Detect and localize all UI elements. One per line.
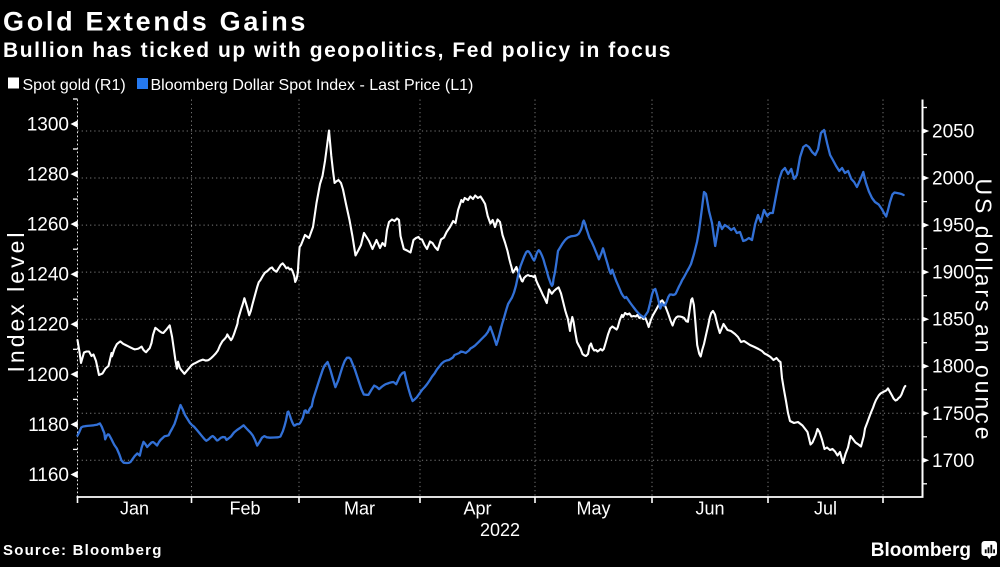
svg-text:Spot gold (R1): Spot gold (R1) <box>23 77 126 94</box>
svg-text:Bullion has ticked up with geo: Bullion has ticked up with geopolitics, … <box>3 39 672 62</box>
svg-text:2022: 2022 <box>480 520 520 540</box>
svg-text:Bloomberg: Bloomberg <box>871 540 971 561</box>
svg-text:1260: 1260 <box>27 215 69 236</box>
svg-text:2000: 2000 <box>932 169 974 190</box>
svg-text:1750: 1750 <box>932 404 974 425</box>
svg-text:Jan: Jan <box>120 499 149 519</box>
svg-text:Gold Extends Gains: Gold Extends Gains <box>3 7 308 37</box>
svg-text:Source: Bloomberg: Source: Bloomberg <box>3 542 163 559</box>
svg-text:1700: 1700 <box>932 451 974 472</box>
svg-text:1220: 1220 <box>27 315 69 336</box>
svg-text:1300: 1300 <box>27 115 69 136</box>
svg-text:1850: 1850 <box>932 310 974 331</box>
svg-text:Bloomberg Dollar Spot Index -: Bloomberg Dollar Spot Index - Last Price… <box>151 77 474 94</box>
svg-text:Jul: Jul <box>814 499 837 519</box>
svg-text:1180: 1180 <box>28 415 69 436</box>
svg-text:1240: 1240 <box>27 265 69 286</box>
svg-text:Jun: Jun <box>695 499 724 519</box>
svg-text:1160: 1160 <box>28 465 69 486</box>
svg-text:1200: 1200 <box>27 365 69 386</box>
svg-text:1800: 1800 <box>932 357 974 378</box>
svg-text:Mar: Mar <box>344 499 375 519</box>
svg-text:Apr: Apr <box>463 499 491 519</box>
svg-text:1280: 1280 <box>27 165 69 186</box>
svg-text:2050: 2050 <box>932 122 974 143</box>
svg-text:1900: 1900 <box>932 263 974 284</box>
svg-text:US dollars an ounce: US dollars an ounce <box>971 178 997 442</box>
svg-text:1950: 1950 <box>932 216 974 237</box>
svg-text:Feb: Feb <box>229 499 260 519</box>
svg-text:May: May <box>576 499 610 519</box>
svg-text:Index level: Index level <box>3 230 29 373</box>
